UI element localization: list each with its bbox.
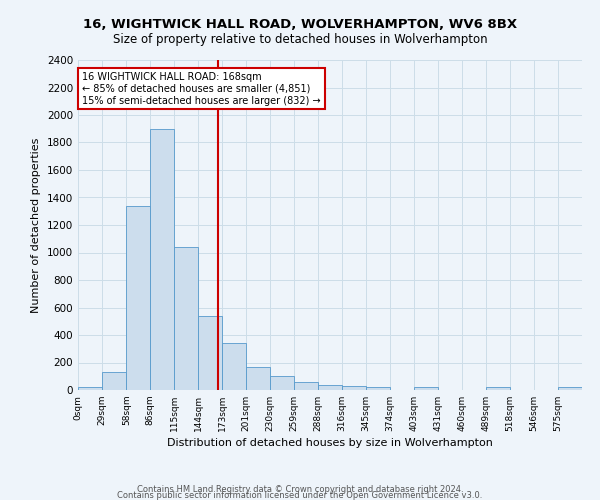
Bar: [341, 386, 366, 390]
Bar: [246, 368, 270, 390]
Bar: [270, 376, 294, 390]
Bar: [294, 382, 319, 390]
Bar: [78, 387, 102, 390]
Bar: [174, 247, 198, 390]
Y-axis label: Number of detached properties: Number of detached properties: [31, 138, 41, 312]
Bar: [414, 387, 437, 390]
Text: 16 WIGHTWICK HALL ROAD: 168sqm
← 85% of detached houses are smaller (4,851)
15% : 16 WIGHTWICK HALL ROAD: 168sqm ← 85% of …: [82, 72, 321, 106]
Text: Contains public sector information licensed under the Open Government Licence v3: Contains public sector information licen…: [118, 490, 482, 500]
Bar: [102, 372, 127, 390]
Bar: [223, 343, 246, 390]
Bar: [366, 387, 390, 390]
Bar: [319, 385, 341, 390]
Bar: [486, 387, 510, 390]
Bar: [198, 316, 223, 390]
Bar: [150, 128, 174, 390]
Text: 16, WIGHTWICK HALL ROAD, WOLVERHAMPTON, WV6 8BX: 16, WIGHTWICK HALL ROAD, WOLVERHAMPTON, …: [83, 18, 517, 30]
Text: Size of property relative to detached houses in Wolverhampton: Size of property relative to detached ho…: [113, 32, 487, 46]
Bar: [127, 206, 150, 390]
Text: Contains HM Land Registry data © Crown copyright and database right 2024.: Contains HM Land Registry data © Crown c…: [137, 485, 463, 494]
Bar: [558, 387, 582, 390]
X-axis label: Distribution of detached houses by size in Wolverhampton: Distribution of detached houses by size …: [167, 438, 493, 448]
